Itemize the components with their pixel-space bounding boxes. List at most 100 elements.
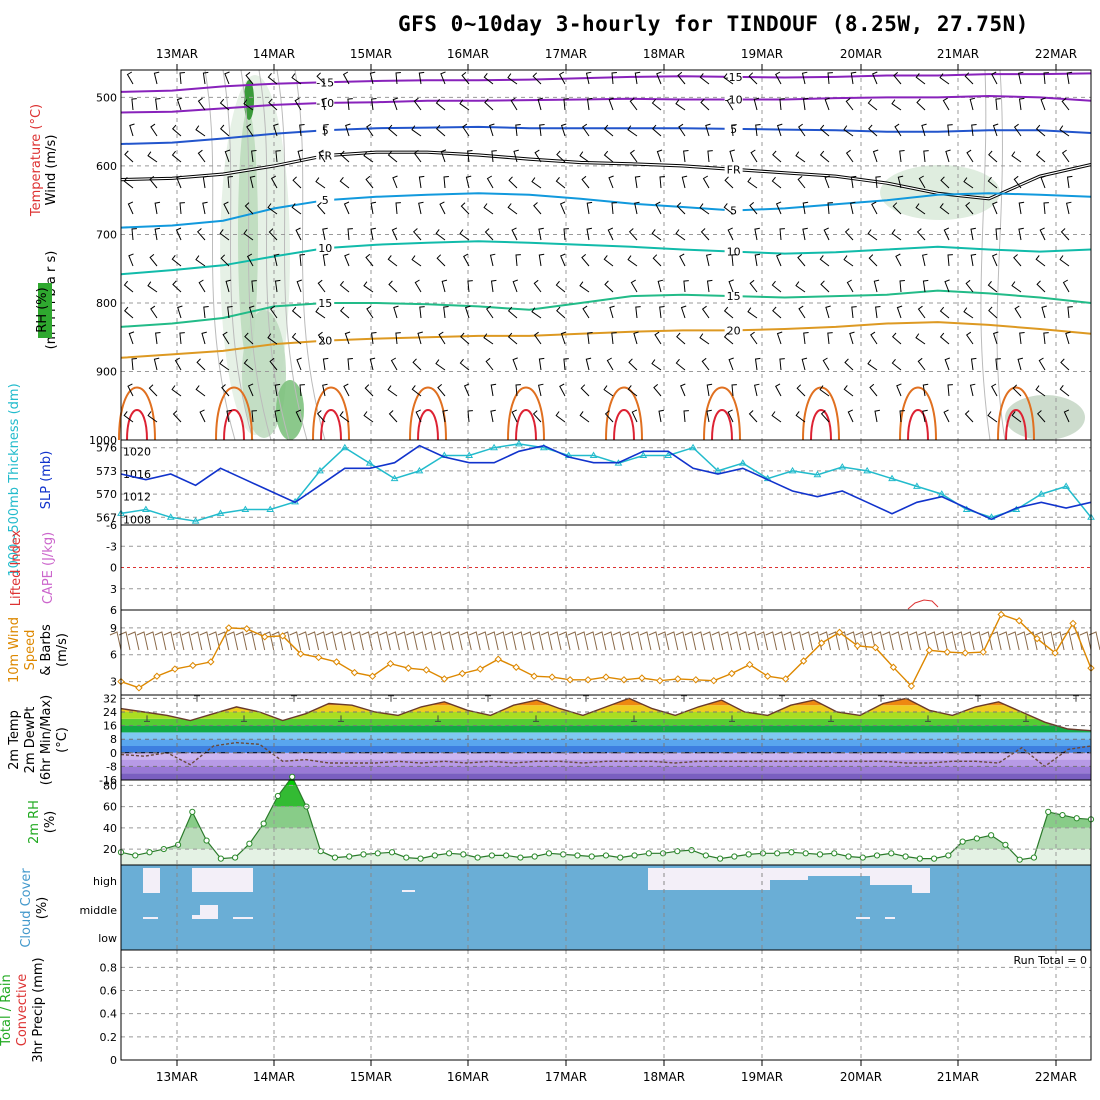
tmax-tick-6	[779, 695, 785, 702]
date-label-bottom-20MAR: 20MAR	[840, 1070, 882, 1084]
surface-barb-37-0	[774, 631, 787, 651]
wind-speed-point-52	[1051, 649, 1059, 657]
wind-barb-501	[970, 357, 977, 371]
wind-barb-355	[723, 203, 734, 215]
wind-barb-4	[123, 176, 134, 189]
rh-contour-r1	[980, 69, 991, 441]
rh-point-23	[445, 850, 453, 857]
thickness-point-5	[241, 505, 250, 513]
rh-point-36	[631, 852, 638, 859]
wind-barb-508	[987, 176, 998, 189]
wind-speed-point-42	[871, 643, 880, 652]
wind-barb-190	[441, 279, 448, 293]
cloud-gap-8	[870, 868, 912, 885]
surface-barb-26-1	[585, 631, 598, 651]
surface-barb-33-1	[711, 631, 724, 651]
wind-barb-188	[435, 229, 446, 241]
wind-barb-413	[819, 255, 830, 267]
wind-barb-329	[679, 253, 686, 267]
tmax-tick-2	[388, 695, 394, 702]
cloud-gap-7	[808, 868, 870, 876]
wind-barb-429	[851, 306, 857, 319]
rh-point-25	[474, 854, 481, 861]
wind-barb-69	[226, 409, 232, 423]
wind-barb-92	[274, 279, 281, 293]
wind-barb-11	[131, 358, 137, 371]
temp-band-1	[121, 766, 1091, 774]
wind-barb-130	[339, 176, 350, 189]
surface-barb-38-1	[801, 631, 814, 651]
isotherm-label-0-1: -15	[725, 71, 743, 84]
wind-barb-367	[750, 149, 758, 163]
wind-barb-540	[1036, 280, 1046, 293]
surface-barb-14-1	[370, 631, 382, 651]
wind-barb-331	[680, 305, 687, 319]
wind-barb-181	[415, 409, 422, 423]
wind-barb-113	[321, 97, 328, 111]
surface-barb-13-0	[343, 631, 356, 651]
rh-point-1	[132, 852, 139, 859]
wind-barb-174	[412, 228, 422, 241]
upper-wind-barbs	[123, 71, 1073, 423]
wind-barb-24	[155, 332, 161, 345]
wind-barb-541	[1041, 305, 1047, 319]
wind-barb-298	[634, 175, 641, 189]
wind-barb-477	[942, 97, 950, 111]
rh-ytick-60: 60	[103, 801, 117, 814]
wind-barb-77	[246, 253, 254, 267]
wind-barb-385	[776, 253, 782, 267]
wind-barb-103	[291, 203, 302, 215]
rh-point-46	[774, 850, 781, 857]
isotherm-line-6	[120, 289, 1092, 328]
wind-barb-428	[846, 279, 854, 293]
cloud-gap-12	[143, 917, 158, 919]
wind-barb-179	[412, 358, 422, 371]
isotherm-label-6-0: 15	[318, 297, 332, 310]
wind-barb-441	[868, 254, 878, 267]
wind-barb-0	[126, 71, 134, 85]
wind-speed-point-48	[979, 648, 987, 656]
wind-barb-418	[819, 385, 830, 397]
wind-barb-457	[896, 305, 903, 319]
rh-contours	[204, 69, 1006, 441]
cloud-background	[121, 865, 1091, 950]
temp-ytick-16: 16	[103, 720, 117, 733]
surface-cell-25-2	[312, 386, 350, 441]
surface-barb-24-1	[549, 631, 562, 651]
wind-barb-88	[270, 175, 278, 189]
wind-barb-412	[823, 227, 830, 241]
thickness-point-8	[316, 466, 324, 474]
surface-cell-30-8	[907, 409, 929, 441]
tmin-tick-3	[435, 715, 441, 722]
wind-barb-237	[511, 409, 518, 423]
rh-point-50	[831, 850, 838, 857]
wind-barb-544	[1035, 385, 1046, 397]
wind-barb-133	[344, 253, 350, 267]
surface-barb-50-1	[1016, 631, 1029, 651]
wind-barb-216	[484, 228, 494, 241]
thickness-point-14	[465, 451, 474, 458]
rh-point-6	[203, 837, 210, 844]
wind-barb-83	[251, 410, 257, 423]
wind-barb-58	[220, 124, 230, 137]
wind-speed-point-5	[207, 658, 215, 666]
wind-barb-248	[533, 331, 542, 345]
wind-speed-point-46	[943, 648, 952, 656]
wind-speed-point-43	[889, 663, 898, 671]
wind-barb-34	[175, 227, 182, 241]
rh-contour-1	[222, 69, 254, 441]
wind-barb-173	[418, 201, 424, 215]
wind-barb-354	[724, 176, 734, 189]
surface-barb-24-0	[540, 631, 553, 651]
wind-barb-57	[219, 98, 230, 111]
surface-barb-15-0	[379, 631, 391, 651]
wind-barb-384	[779, 228, 785, 241]
wind-barb-516	[991, 383, 998, 397]
cloud-ytick-middle: middle	[79, 904, 117, 917]
surface-barb-1-0	[127, 631, 140, 651]
wind-barb-80	[244, 332, 254, 345]
wind-barb-286	[607, 227, 614, 241]
wind-barb-488	[947, 384, 953, 397]
rh-point-61	[988, 832, 995, 839]
rh-point-37	[645, 850, 652, 857]
